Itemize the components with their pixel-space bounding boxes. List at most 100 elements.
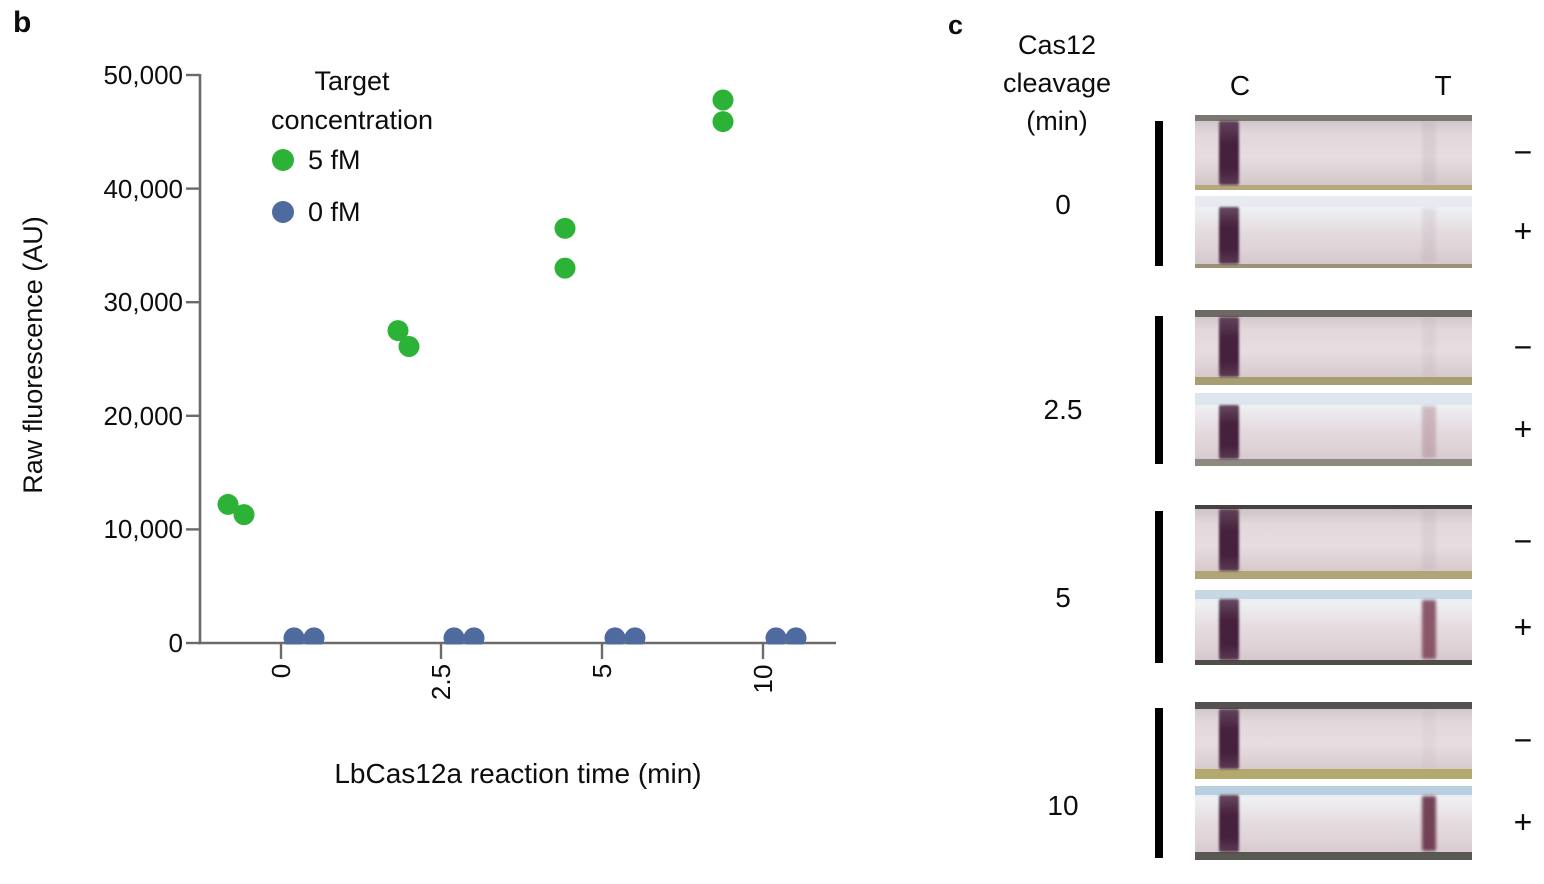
scatter-point-5fM <box>233 504 255 526</box>
sign-label-plus: + <box>1513 608 1533 645</box>
legend-item-0fM: 0 fM <box>308 197 361 227</box>
x-tick-label: 0 <box>266 663 296 679</box>
sign-label-minus: − <box>1513 133 1533 170</box>
column-header-test: T <box>1434 70 1452 101</box>
lfa-strip-10min-minus <box>1195 702 1472 779</box>
scatter-point-0fM <box>624 627 646 645</box>
strip-bottom-edge <box>1195 769 1472 779</box>
legend-swatch-5fM-icon <box>272 149 294 171</box>
strip-bottom-edge <box>1195 571 1472 579</box>
x-tick-label: 2.5 <box>426 663 456 701</box>
x-tick-label: 5 <box>587 663 617 679</box>
scatter-point-5fM <box>217 493 239 515</box>
lfa-strip-0min-plus <box>1195 196 1472 268</box>
test-band <box>1422 122 1436 184</box>
test-band <box>1422 208 1436 263</box>
group-bracket-bar <box>1155 316 1163 464</box>
sign-label-plus: + <box>1513 410 1533 447</box>
control-band <box>1218 405 1240 459</box>
scatter-point-5fM <box>712 89 734 111</box>
column-header-control: C <box>1229 70 1251 101</box>
lfa-strip-10min-plus <box>1195 786 1472 860</box>
control-band <box>1218 795 1240 852</box>
y-tick-label: 0 <box>168 628 183 658</box>
header-line-2: cleavage <box>1002 68 1112 98</box>
scatter-point-0fM <box>303 627 325 645</box>
sign-label-minus: − <box>1513 721 1533 758</box>
legend-swatch-0fM-icon <box>272 201 294 223</box>
x-axis-title: LbCas12a reaction time (min) <box>334 758 702 789</box>
lfa-strip-5min-plus <box>1195 590 1472 665</box>
scatter-point-0fM <box>463 627 485 645</box>
strip-bottom-edge <box>1195 459 1472 466</box>
test-band <box>1422 710 1436 768</box>
y-tick-label: 40,000 <box>103 173 183 204</box>
test-band <box>1422 318 1436 376</box>
legend-title-line1: Target <box>314 66 390 96</box>
scatter-point-5fM <box>712 111 734 133</box>
strip-top-edge <box>1195 505 1472 509</box>
strip-bottom-edge <box>1195 660 1472 665</box>
scatter-point-0fM <box>443 627 465 645</box>
strip-top-edge <box>1195 702 1472 709</box>
panel-b-label: b <box>13 6 32 39</box>
scatter-point-0fM <box>765 627 787 645</box>
header-line-1: Cas12 <box>1017 30 1097 60</box>
cas12-cleavage-header: Cas12 cleavage (min) <box>972 26 1142 140</box>
control-band <box>1218 317 1240 377</box>
legend-item-5fM: 5 fM <box>308 145 361 175</box>
scatter-point-0fM <box>283 627 305 645</box>
scatter-point-5fM <box>387 320 409 342</box>
strip-bottom-edge <box>1195 852 1472 860</box>
y-axis-title: Raw fluorescence (AU) <box>18 216 48 494</box>
cleavage-time-label: 2.5 <box>1043 394 1083 425</box>
lfa-strip-5min-minus <box>1195 505 1472 579</box>
strip-bottom-edge <box>1195 377 1472 385</box>
lfa-strip-2.5min-plus <box>1195 393 1472 466</box>
control-band <box>1218 207 1240 264</box>
scatter-point-5fM <box>398 336 420 358</box>
x-tick-label: 10 <box>748 664 778 693</box>
test-band <box>1422 796 1436 851</box>
cleavage-time-label: 5 <box>1055 582 1071 613</box>
strip-top-edge <box>1195 115 1472 121</box>
y-tick-label: 10,000 <box>103 514 183 545</box>
test-band <box>1422 406 1436 458</box>
sign-label-minus: − <box>1513 328 1533 365</box>
scatter-point-5fM <box>554 217 576 239</box>
scatter-point-0fM <box>785 627 807 645</box>
strip-top-edge <box>1195 590 1472 599</box>
strip-bottom-edge <box>1195 185 1472 190</box>
lfa-strip-2.5min-minus <box>1195 310 1472 385</box>
strip-bottom-edge <box>1195 264 1472 268</box>
group-bracket-bar <box>1155 121 1163 266</box>
strip-top-edge <box>1195 786 1472 795</box>
control-band <box>1218 509 1240 571</box>
control-band <box>1218 709 1240 769</box>
cleavage-time-label: 0 <box>1055 189 1071 220</box>
scatter-plot <box>186 73 836 659</box>
control-band <box>1218 599 1240 660</box>
y-tick-label: 50,000 <box>103 60 183 90</box>
lfa-strip-0min-minus <box>1195 115 1472 190</box>
scatter-point-5fM <box>554 257 576 279</box>
legend-title-line2: concentration <box>270 105 434 135</box>
sign-label-plus: + <box>1513 213 1533 249</box>
test-band <box>1422 600 1436 659</box>
sign-label-plus: + <box>1513 804 1533 840</box>
group-bracket-bar <box>1155 708 1163 858</box>
strip-top-edge <box>1195 310 1472 317</box>
sign-label-minus: − <box>1513 523 1533 559</box>
control-band <box>1218 121 1240 185</box>
panel-c-label: c <box>948 10 964 40</box>
y-tick-label: 20,000 <box>103 400 183 431</box>
header-line-3: (min) <box>1026 106 1088 136</box>
test-band <box>1422 510 1436 570</box>
group-bracket-bar <box>1155 511 1163 663</box>
strip-top-edge <box>1195 393 1472 405</box>
legend-title: Target concentration <box>202 62 502 140</box>
scatter-point-0fM <box>604 627 626 645</box>
y-tick-label: 30,000 <box>103 287 183 318</box>
strip-top-edge <box>1195 196 1472 207</box>
